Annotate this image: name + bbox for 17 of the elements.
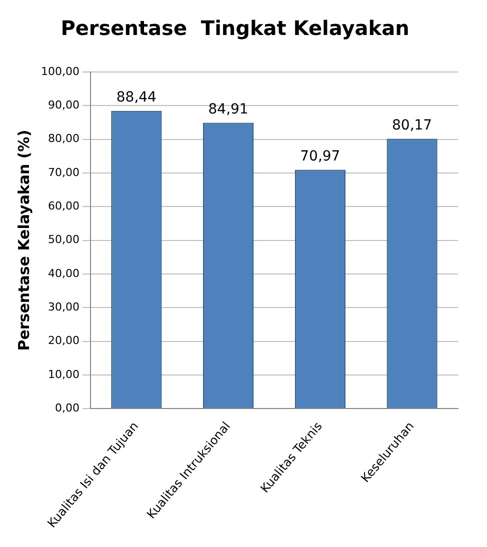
data-label: 70,97 — [300, 148, 340, 164]
y-tick-label: 100,00 — [40, 64, 80, 78]
y-axis-title: Persentase Kelayakan (%) — [14, 130, 33, 351]
y-tick-label: 50,00 — [48, 233, 80, 246]
data-label: 80,17 — [392, 117, 432, 134]
data-label: 88,44 — [116, 90, 157, 106]
y-tick-label: 30,00 — [48, 300, 80, 314]
y-tick-label: 60,00 — [48, 199, 80, 212]
chart-title: Persentase Tingkat Kelayakan — [60, 16, 410, 40]
y-tick-label: 40,00 — [48, 266, 80, 280]
y-tick-label: 20,00 — [48, 334, 80, 348]
y-tick-label: 0,00 — [54, 401, 80, 414]
y-tick-label: 90,00 — [48, 98, 80, 112]
y-tick-label: 10,00 — [48, 368, 80, 381]
data-label: 84,91 — [208, 101, 248, 118]
y-tick-label: 70,00 — [48, 166, 80, 179]
y-tick-label: 80,00 — [48, 132, 80, 146]
